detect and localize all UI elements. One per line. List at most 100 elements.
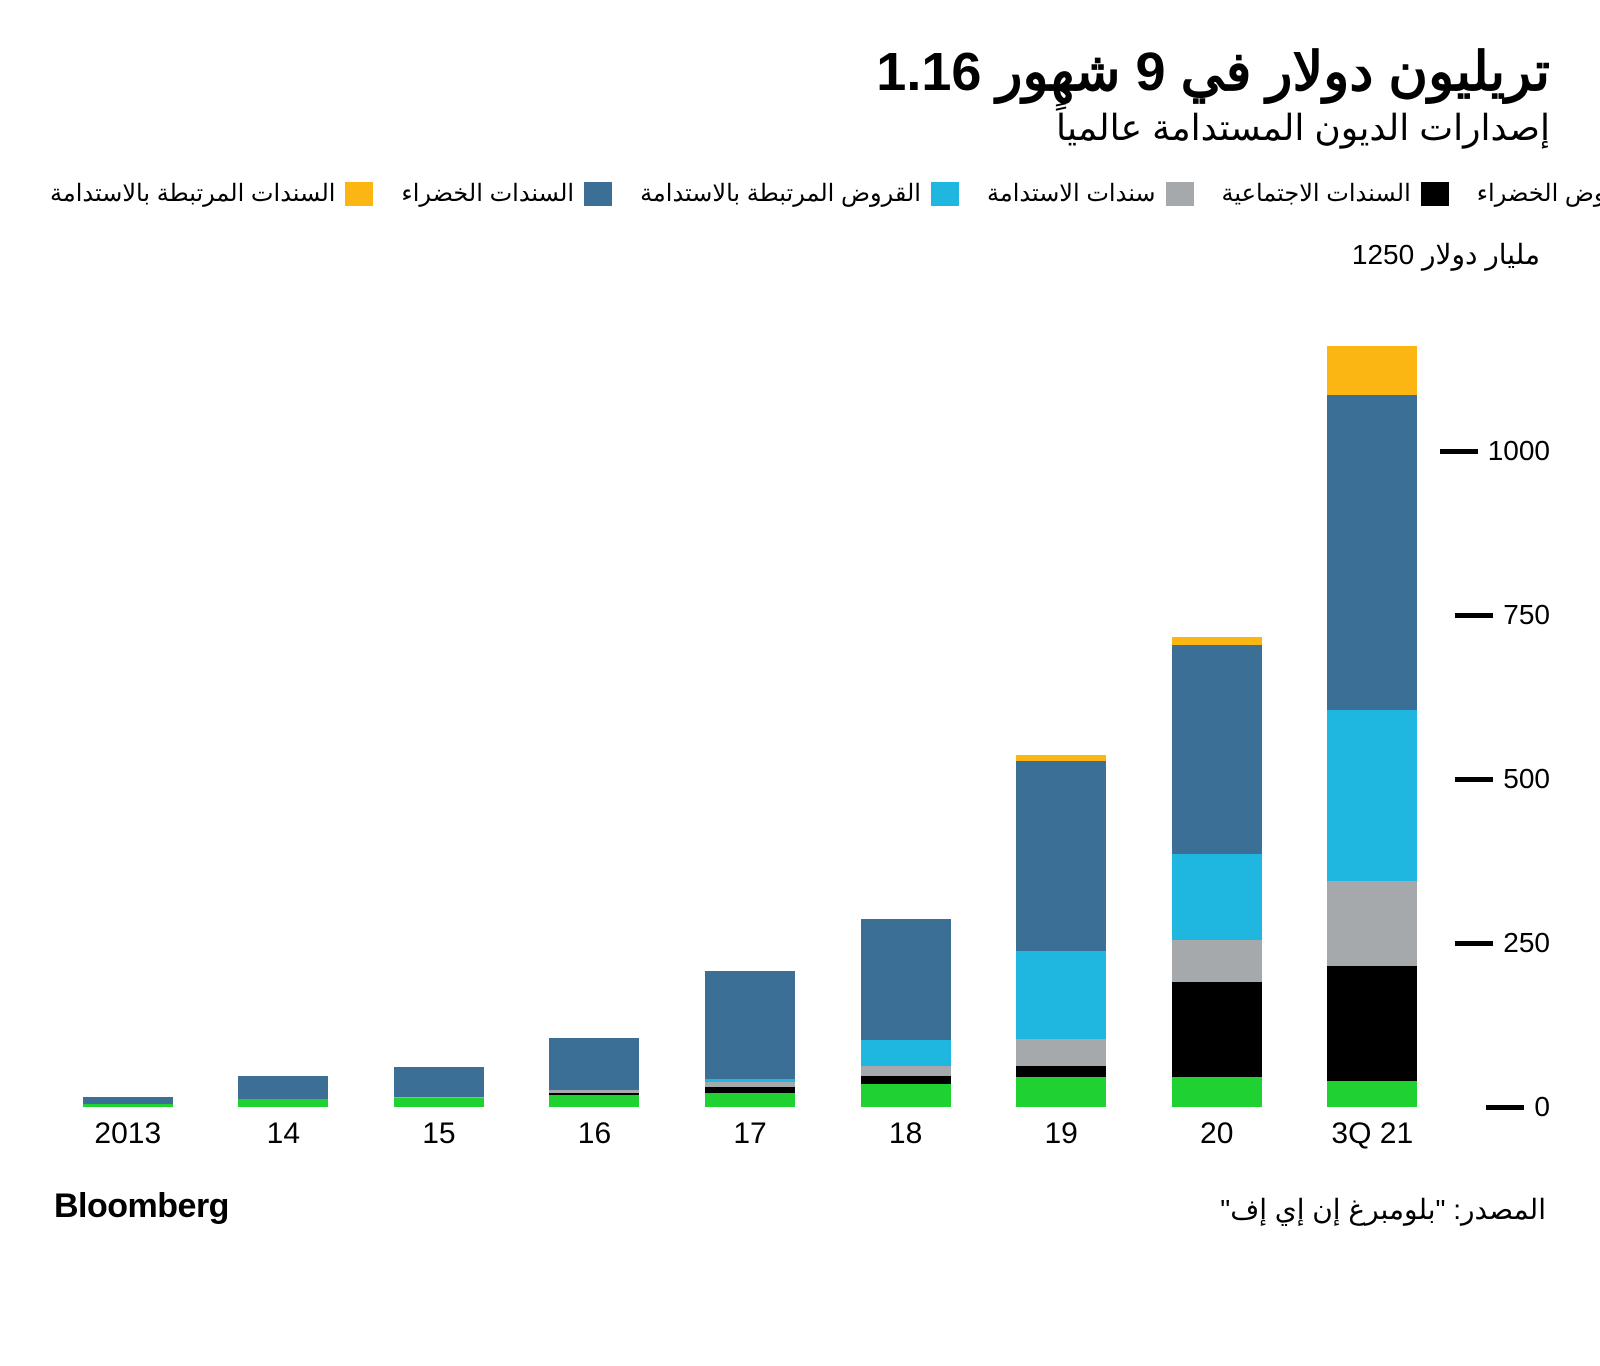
bar-segment-green_bonds [394, 1067, 484, 1097]
stacked-bar [861, 919, 951, 1107]
bar-segment-sustain_bonds [1172, 940, 1262, 983]
bar-segment-green_bonds [1327, 395, 1417, 710]
y-tick: 0 [1486, 1091, 1550, 1123]
legend-swatch [931, 182, 959, 206]
legend-item: السندات الاجتماعية [1222, 179, 1449, 208]
source-text: المصدر: "بلومبرغ إن إي إف" [1220, 1193, 1546, 1226]
stacked-bar [705, 971, 795, 1107]
y-axis-top-label: 1250 مليار دولار [50, 238, 1550, 271]
bar-segment-green_bonds [1016, 761, 1106, 951]
x-tick-label: 17 [672, 1117, 828, 1151]
y-tick-label: 250 [1503, 927, 1550, 959]
x-tick-label: 20 [1139, 1117, 1295, 1151]
bar-segment-green_bonds [549, 1038, 639, 1090]
bar-segment-green_loans [1016, 1077, 1106, 1107]
x-tick-label: 19 [983, 1117, 1139, 1151]
stacked-bar [394, 1067, 484, 1107]
bar-segment-social_bonds [861, 1076, 951, 1084]
bar-segment-green_bonds [1172, 645, 1262, 855]
y-tick: 1000 [1440, 435, 1550, 467]
y-tick-mark [1455, 777, 1493, 782]
bar-segment-green_loans [549, 1095, 639, 1107]
bar-segment-green_bonds [861, 919, 951, 1040]
x-axis-labels: 2013141516171819203Q 21 [50, 1117, 1450, 1167]
stacked-bar [83, 1097, 173, 1107]
legend-label: السندات الخضراء [401, 179, 574, 208]
bar-segment-sustain_linked_loans [1016, 951, 1106, 1040]
plot-area [50, 287, 1450, 1107]
bar-segment-sustain_bonds [861, 1066, 951, 1076]
y-tick-mark [1486, 1105, 1524, 1110]
legend-item: سندات الاستدامة [987, 179, 1194, 208]
bar-segment-green_loans [1172, 1077, 1262, 1107]
stacked-bar [1016, 755, 1106, 1107]
bar-slot [517, 287, 673, 1107]
bar-segment-social_bonds [1327, 966, 1417, 1081]
chart-header: 1.16 تريليون دولار في 9 شهور إصدارات الد… [50, 40, 1550, 149]
y-axis: 02505007501000 [1450, 287, 1550, 1107]
y-tick-mark [1455, 613, 1493, 618]
legend-label: السندات الاجتماعية [1222, 179, 1411, 208]
x-tick-label: 2013 [50, 1117, 206, 1151]
chart-legend: القروض الخضراءالسندات الاجتماعيةسندات ال… [50, 179, 1550, 208]
bar-segment-sustain_bonds [1327, 881, 1417, 966]
x-tick-label: 15 [361, 1117, 517, 1151]
bar-slot [828, 287, 984, 1107]
bar-segment-green_loans [861, 1084, 951, 1107]
legend-label: القروض المرتبطة بالاستدامة [640, 179, 921, 208]
bar-slot [361, 287, 517, 1107]
legend-swatch [1421, 182, 1449, 206]
x-tick-label: 16 [517, 1117, 673, 1151]
legend-swatch [345, 182, 373, 206]
x-tick-label: 3Q 21 [1295, 1117, 1451, 1151]
bar-segment-green_loans [83, 1104, 173, 1107]
bar-segment-social_bonds [1172, 982, 1262, 1077]
y-tick-label: 750 [1503, 599, 1550, 631]
stacked-bar [549, 1038, 639, 1107]
bar-segment-sustain_linked_loans [1327, 710, 1417, 881]
legend-swatch [584, 182, 612, 206]
y-tick-label: 1000 [1488, 435, 1550, 467]
y-tick-mark [1440, 449, 1478, 454]
stacked-bar [238, 1076, 328, 1107]
legend-label: سندات الاستدامة [987, 179, 1156, 208]
stacked-bar [1172, 637, 1262, 1107]
bar-slot [206, 287, 362, 1107]
y-tick-label: 0 [1534, 1091, 1550, 1123]
bar-segment-green_loans [705, 1093, 795, 1107]
legend-item: القروض الخضراء [1477, 179, 1600, 208]
y-tick-mark [1455, 941, 1493, 946]
y-tick: 750 [1455, 599, 1550, 631]
bar-segment-sustain_linked_bonds [1172, 637, 1262, 645]
bar-segment-green_loans [394, 1098, 484, 1107]
legend-item: السندات الخضراء [401, 179, 612, 208]
legend-swatch [1166, 182, 1194, 206]
bar-segment-green_bonds [705, 971, 795, 1079]
bar-segment-green_loans [1327, 1081, 1417, 1107]
x-tick-label: 18 [828, 1117, 984, 1151]
y-tick: 500 [1455, 763, 1550, 795]
y-tick-label: 500 [1503, 763, 1550, 795]
chart-title: 1.16 تريليون دولار في 9 شهور [50, 40, 1550, 103]
legend-item: القروض المرتبطة بالاستدامة [640, 179, 959, 208]
brand-logo: Bloomberg [54, 1187, 229, 1226]
chart-area: 0 250 500 750 1000 2013141516171819203Q 21 [50, 287, 1550, 1167]
legend-item: السندات المرتبطة بالاستدامة [50, 179, 373, 208]
chart-subtitle: إصدارات الديون المستدامة عالمياً [50, 107, 1550, 149]
bar-slot [672, 287, 828, 1107]
legend-label: القروض الخضراء [1477, 179, 1600, 208]
chart-footer: Bloomberg المصدر: "بلومبرغ إن إي إف" [50, 1187, 1550, 1226]
bar-segment-sustain_linked_bonds [1327, 346, 1417, 395]
bar-segment-sustain_bonds [1016, 1039, 1106, 1065]
bar-segment-social_bonds [1016, 1066, 1106, 1078]
y-tick: 250 [1455, 927, 1550, 959]
bar-slot [50, 287, 206, 1107]
bar-slot [1295, 287, 1451, 1107]
bar-segment-green_bonds [238, 1076, 328, 1099]
legend-label: السندات المرتبطة بالاستدامة [50, 179, 335, 208]
x-tick-label: 14 [206, 1117, 362, 1151]
stacked-bar [1327, 346, 1417, 1107]
bar-slot [1139, 287, 1295, 1107]
bar-segment-sustain_linked_loans [861, 1040, 951, 1066]
bar-segment-green_loans [238, 1099, 328, 1107]
